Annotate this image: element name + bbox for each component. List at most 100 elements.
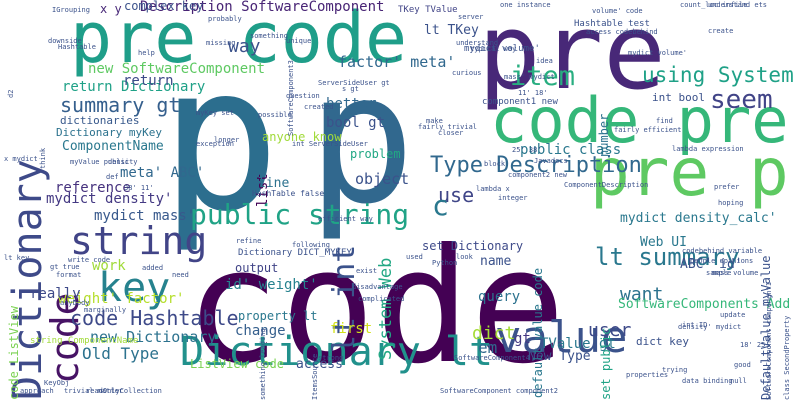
cloud-word: want bbox=[620, 284, 664, 305]
cloud-word: probably bbox=[208, 15, 242, 23]
cloud-word: set Dictionary bbox=[422, 239, 524, 253]
cloud-word: curious bbox=[452, 69, 482, 77]
cloud-word: idea bbox=[536, 57, 553, 65]
cloud-word: SoftwareComponent3 bbox=[287, 60, 295, 136]
cloud-word: ComponentName bbox=[62, 139, 164, 154]
cloud-word: integer bbox=[498, 194, 528, 202]
cloud-word: fairly efficient bbox=[614, 126, 682, 134]
cloud-word: one instance bbox=[500, 1, 551, 9]
cloud-word: block bbox=[484, 160, 506, 168]
cloud-word: number bbox=[597, 113, 611, 157]
cloud-word: trying bbox=[662, 366, 688, 374]
cloud-word: format bbox=[56, 271, 82, 279]
cloud-word: System Web bbox=[376, 257, 396, 360]
cloud-word: output bbox=[235, 261, 279, 275]
cloud-word: complex key bbox=[124, 0, 204, 13]
cloud-word: codebehind variable bbox=[682, 247, 763, 255]
cloud-word: int bool bbox=[652, 91, 705, 104]
cloud-word: pre code bbox=[70, 0, 408, 79]
cloud-word: em bbox=[478, 338, 498, 357]
cloud-word: mydict density_calc' bbox=[620, 211, 777, 226]
cloud-word: new SoftwareComponent bbox=[88, 61, 266, 77]
cloud-word: return bbox=[123, 73, 174, 89]
cloud-word: find bbox=[656, 117, 673, 125]
cloud-word: something bbox=[250, 32, 288, 40]
cloud-word: name bbox=[480, 254, 512, 269]
cloud-word: complicated bbox=[358, 295, 405, 303]
cloud-word: user bbox=[588, 320, 632, 341]
cloud-word: access bbox=[296, 357, 343, 372]
cloud-word: create bbox=[708, 27, 734, 35]
cloud-word: count_loc infile bbox=[680, 1, 748, 9]
cloud-word: query bbox=[478, 289, 521, 305]
cloud-word: Dictionary myKey bbox=[56, 126, 162, 139]
cloud-word: weight' factor' bbox=[58, 291, 185, 307]
cloud-word: string ComponentName bbox=[30, 336, 139, 346]
cloud-word: understand ets bbox=[708, 1, 768, 9]
cloud-word: use bbox=[438, 183, 475, 207]
cloud-word: x mydict bbox=[4, 155, 38, 163]
cloud-word: SoftwareComponent component1 bbox=[765, 281, 773, 400]
cloud-word: IGrouping bbox=[52, 6, 90, 14]
cloud-word: properties bbox=[626, 371, 669, 379]
cloud-word: New Type bbox=[528, 349, 591, 364]
cloud-word: int ID bbox=[682, 321, 708, 329]
cloud-word: good bbox=[734, 361, 751, 369]
cloud-word: make bbox=[426, 117, 443, 125]
cloud-word: Old Type bbox=[82, 344, 160, 363]
cloud-word: readOnlyCollection bbox=[86, 387, 162, 395]
cloud-word: need bbox=[172, 271, 189, 279]
cloud-word: default_value code bbox=[531, 267, 545, 398]
cloud-word: mydict volume' bbox=[464, 44, 540, 54]
cloud-word: class SecondProperty bbox=[783, 315, 791, 400]
cloud-word: missing bbox=[206, 39, 236, 47]
cloud-word: return Dictionary bbox=[62, 79, 206, 95]
cloud-word: anyone know bbox=[262, 130, 342, 144]
cloud-word: null bbox=[730, 377, 747, 385]
cloud-word: mass volume bbox=[712, 269, 759, 277]
cloud-word: question bbox=[286, 92, 320, 100]
cloud-word: Hashtable test bbox=[574, 19, 650, 29]
cloud-word: mydict volume' bbox=[628, 49, 688, 57]
cloud-word: HashTable false bbox=[252, 189, 325, 198]
cloud-word: problem bbox=[350, 147, 401, 161]
cloud-word: exception bbox=[196, 140, 234, 148]
cloud-word: change bbox=[235, 323, 286, 339]
cloud-word: p bbox=[307, 35, 416, 244]
cloud-word: closer bbox=[438, 129, 464, 137]
cloud-word: set public bbox=[599, 327, 613, 400]
cloud-word: 11' 18' bbox=[518, 89, 548, 97]
cloud-word: exist bbox=[356, 267, 378, 275]
cloud-word: code pre bbox=[490, 84, 789, 157]
cloud-word: myValue public bbox=[70, 158, 130, 166]
cloud-word: mydict density' bbox=[46, 191, 173, 207]
cloud-word: x y bbox=[100, 2, 122, 16]
cloud-word: Dictionary DICT_MYKEY bbox=[238, 248, 352, 258]
cloud-word: longer bbox=[214, 136, 240, 144]
cloud-word: 38' 11' bbox=[124, 184, 154, 192]
cloud-word: update bbox=[720, 311, 746, 319]
cloud-word: refine bbox=[236, 237, 262, 245]
cloud-word: volume' code bbox=[592, 7, 643, 15]
cloud-word: d2 bbox=[7, 89, 15, 98]
cloud-word: way bbox=[228, 36, 261, 57]
cloud-word: lt key bbox=[4, 254, 30, 262]
cloud-word: really bbox=[30, 286, 81, 302]
cloud-word: efficient way bbox=[318, 215, 373, 223]
cloud-word: typical way bbox=[470, 45, 517, 53]
cloud-word: myKey set bbox=[196, 109, 234, 117]
cloud-word: marginally bbox=[84, 306, 127, 314]
cloud-word: help bbox=[138, 49, 155, 57]
cloud-word: component2 new bbox=[508, 171, 568, 179]
cloud-word: value bbox=[495, 312, 628, 363]
cloud-word: code Hashtable bbox=[70, 306, 239, 330]
cloud-word: dict bbox=[472, 323, 516, 344]
cloud-word: def bbox=[106, 173, 119, 181]
cloud-word: factor' meta' bbox=[338, 53, 456, 71]
cloud-word: new Dictionary bbox=[90, 328, 217, 346]
cloud-word: better bbox=[326, 96, 377, 112]
cloud-word: think bbox=[39, 147, 47, 169]
cloud-word: Web UI bbox=[640, 235, 687, 250]
cloud-word: used bbox=[406, 253, 423, 261]
